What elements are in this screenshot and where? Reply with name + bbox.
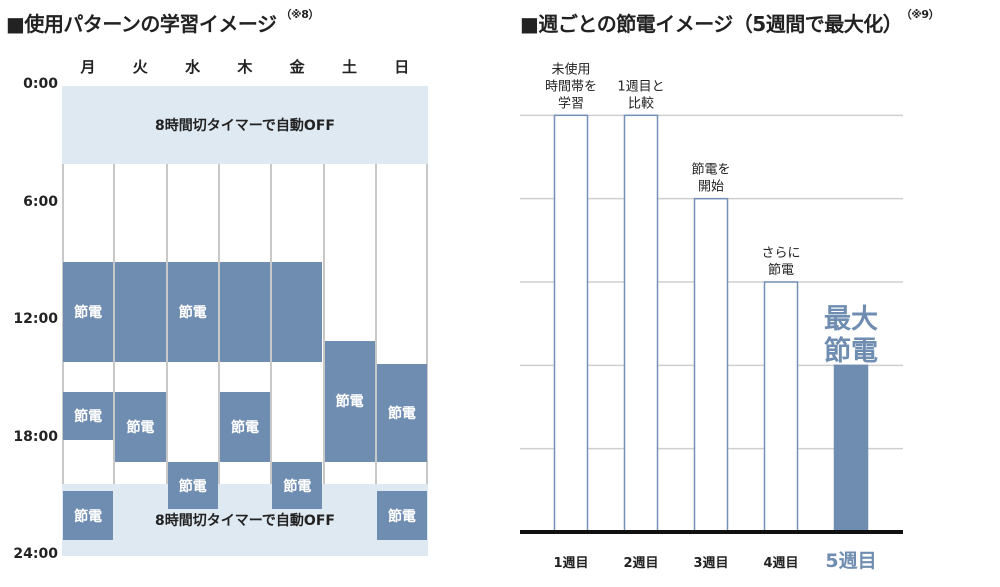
bar (623, 114, 659, 533)
bar (693, 197, 729, 533)
column-divider (113, 164, 116, 484)
bar (833, 364, 869, 533)
column-divider (165, 164, 168, 484)
time-label: 12:00 (13, 311, 58, 327)
day-label: 月 (80, 58, 96, 76)
column-divider (374, 164, 377, 484)
timer-off-band: 8時間切タイマーで自動OFF (62, 86, 428, 165)
x-tick-label: 2週目 (623, 556, 658, 571)
bar-annotation: 未使用 (551, 61, 590, 77)
bar-annotation: 節電を (691, 163, 730, 178)
day-label: 木 (237, 58, 253, 76)
bar-annotation: 時間帯を (545, 79, 597, 94)
column-divider (322, 164, 325, 484)
savings-block: 節電 (115, 391, 166, 462)
square-bullet-icon: ■ (520, 12, 539, 36)
x-tick-label: 3週目 (693, 556, 728, 571)
savings-block (219, 262, 271, 363)
savings-block (115, 262, 166, 363)
bar-annotation: 1週目と (617, 79, 664, 94)
time-label: 24:00 (13, 546, 58, 562)
bar-annotation: さらに (761, 246, 800, 261)
savings-block: 節電 (219, 391, 271, 462)
bar-annotation: 開始 (698, 180, 724, 195)
savings-block: 節電 (63, 391, 114, 441)
day-label: 日 (394, 58, 410, 76)
day-label: 金 (289, 58, 305, 76)
time-label: 6:00 (23, 193, 58, 210)
savings-block: 節電 (63, 491, 114, 541)
highlight-label: 最大 (824, 304, 878, 335)
x-tick-label: 5週目 (825, 550, 876, 572)
column-divider (270, 164, 273, 484)
day-label: 土 (341, 58, 357, 76)
bar (553, 114, 589, 533)
savings-block: 節電 (376, 364, 428, 462)
savings-block: 節電 (167, 262, 218, 363)
left-panel-title: ■使用パターンの学習イメージ （※8） (6, 8, 320, 36)
bar (763, 281, 799, 533)
left-title-note: （※8） (280, 8, 320, 21)
day-label: 火 (132, 58, 148, 76)
square-bullet-icon: ■ (6, 12, 25, 36)
savings-block: 節電 (63, 262, 114, 363)
bar-annotation: 学習 (558, 95, 584, 111)
savings-block: 節電 (324, 340, 375, 462)
savings-block (272, 262, 323, 363)
day-label: 水 (185, 58, 201, 76)
bar-annotation: 節電 (768, 263, 794, 278)
highlight-label: 節電 (824, 335, 878, 367)
grid-edge (426, 164, 429, 484)
x-tick-label: 1週目 (553, 556, 588, 571)
x-tick-label: 4週目 (763, 556, 798, 571)
right-panel-title: ■週ごとの節電イメージ（5週間で最大化） （※9） (520, 8, 940, 36)
time-label: 0:00 (23, 76, 58, 92)
savings-block: 節電 (376, 491, 428, 541)
column-divider (217, 164, 220, 484)
bar-annotation: 比較 (628, 96, 654, 111)
time-label: 18:00 (13, 428, 58, 445)
right-title-note: （※9） (906, 8, 940, 21)
timer-off-band: 8時間切タイマーで自動OFF (62, 483, 428, 556)
savings-block: 節電 (167, 462, 218, 509)
savings-block: 節電 (272, 462, 323, 509)
